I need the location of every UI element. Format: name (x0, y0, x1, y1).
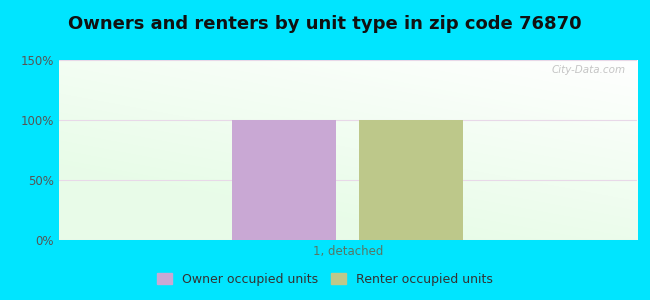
Text: City-Data.com: City-Data.com (551, 65, 625, 75)
Legend: Owner occupied units, Renter occupied units: Owner occupied units, Renter occupied un… (152, 268, 498, 291)
Text: Owners and renters by unit type in zip code 76870: Owners and renters by unit type in zip c… (68, 15, 582, 33)
Bar (232, 120, 336, 240)
Bar (359, 120, 463, 240)
